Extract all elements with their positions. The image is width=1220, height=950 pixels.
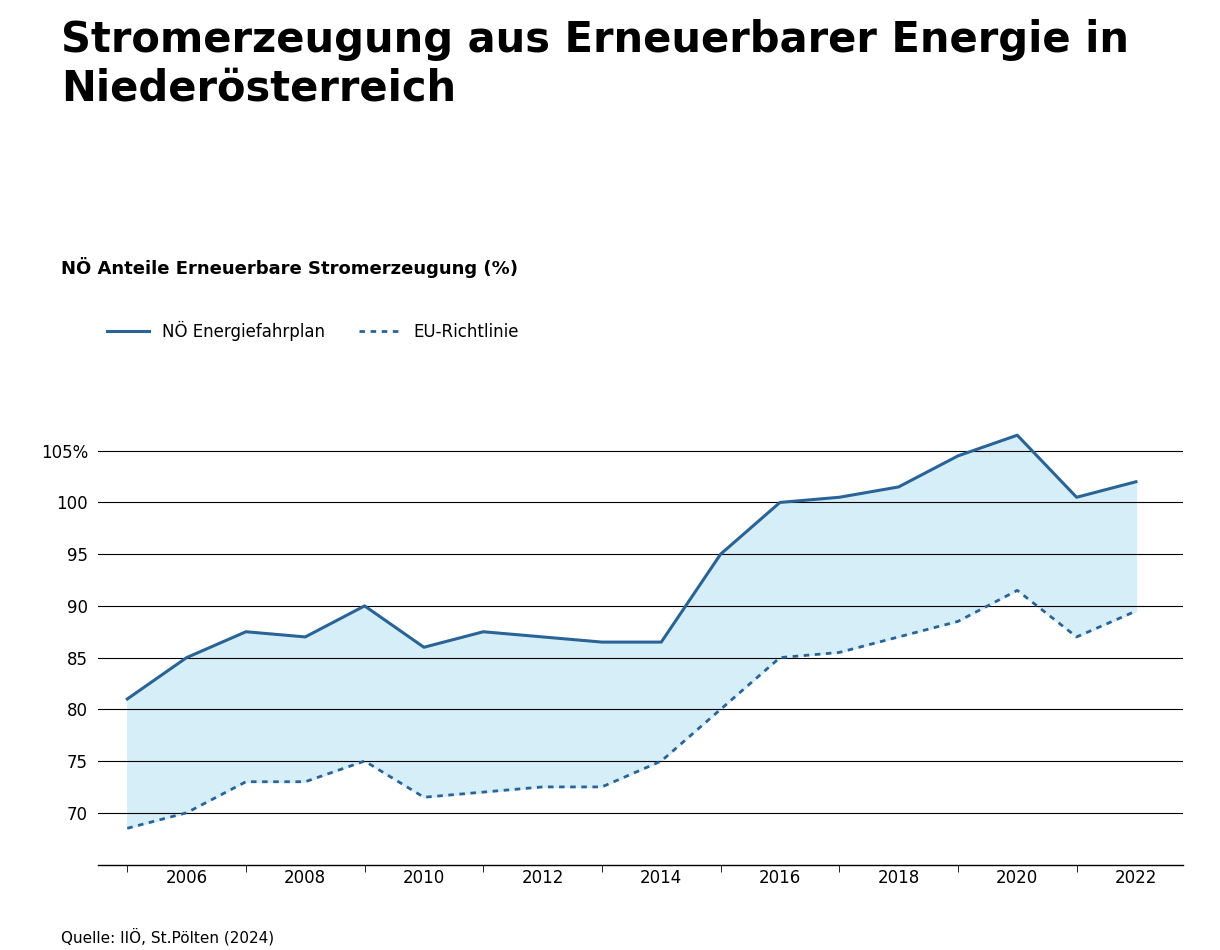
NÖ Energiefahrplan <box>536 631 550 642</box>
Text: Quelle: IIÖ, St.Pölten (2024): Quelle: IIÖ, St.Pölten (2024) <box>61 928 274 945</box>
NÖ Energiefahrplan <box>714 548 728 560</box>
NÖ Energiefahrplan <box>950 450 965 462</box>
EU-Richtlinie <box>536 781 550 792</box>
NÖ Energiefahrplan <box>239 626 254 637</box>
EU-Richtlinie <box>654 755 669 767</box>
EU-Richtlinie <box>357 755 372 767</box>
EU-Richtlinie <box>594 781 609 792</box>
NÖ Energiefahrplan <box>179 652 194 663</box>
NÖ Energiefahrplan <box>416 641 431 653</box>
NÖ Energiefahrplan <box>1010 429 1025 441</box>
Line: EU-Richtlinie: EU-Richtlinie <box>127 590 1136 828</box>
EU-Richtlinie <box>1069 631 1083 642</box>
NÖ Energiefahrplan <box>654 636 669 648</box>
EU-Richtlinie <box>416 791 431 803</box>
Legend: NÖ Energiefahrplan, EU-Richtlinie: NÖ Energiefahrplan, EU-Richtlinie <box>100 314 526 348</box>
Text: NÖ Anteile Erneuerbare Stromerzeugung (%): NÖ Anteile Erneuerbare Stromerzeugung (%… <box>61 256 518 277</box>
EU-Richtlinie <box>120 823 134 834</box>
EU-Richtlinie <box>950 616 965 627</box>
EU-Richtlinie <box>714 704 728 715</box>
NÖ Energiefahrplan <box>357 600 372 612</box>
EU-Richtlinie <box>239 776 254 788</box>
EU-Richtlinie <box>1128 605 1143 617</box>
NÖ Energiefahrplan <box>832 491 847 503</box>
EU-Richtlinie <box>892 631 906 642</box>
NÖ Energiefahrplan <box>298 631 312 642</box>
NÖ Energiefahrplan <box>892 482 906 493</box>
Line: NÖ Energiefahrplan: NÖ Energiefahrplan <box>127 435 1136 699</box>
NÖ Energiefahrplan <box>1128 476 1143 487</box>
EU-Richtlinie <box>298 776 312 788</box>
NÖ Energiefahrplan <box>476 626 490 637</box>
NÖ Energiefahrplan <box>1069 491 1083 503</box>
NÖ Energiefahrplan <box>120 694 134 705</box>
EU-Richtlinie <box>1010 584 1025 596</box>
EU-Richtlinie <box>179 808 194 819</box>
Text: Stromerzeugung aus Erneuerbarer Energie in
Niederösterreich: Stromerzeugung aus Erneuerbarer Energie … <box>61 19 1128 109</box>
EU-Richtlinie <box>832 647 847 658</box>
EU-Richtlinie <box>772 652 787 663</box>
EU-Richtlinie <box>476 787 490 798</box>
NÖ Energiefahrplan <box>772 497 787 508</box>
NÖ Energiefahrplan <box>594 636 609 648</box>
